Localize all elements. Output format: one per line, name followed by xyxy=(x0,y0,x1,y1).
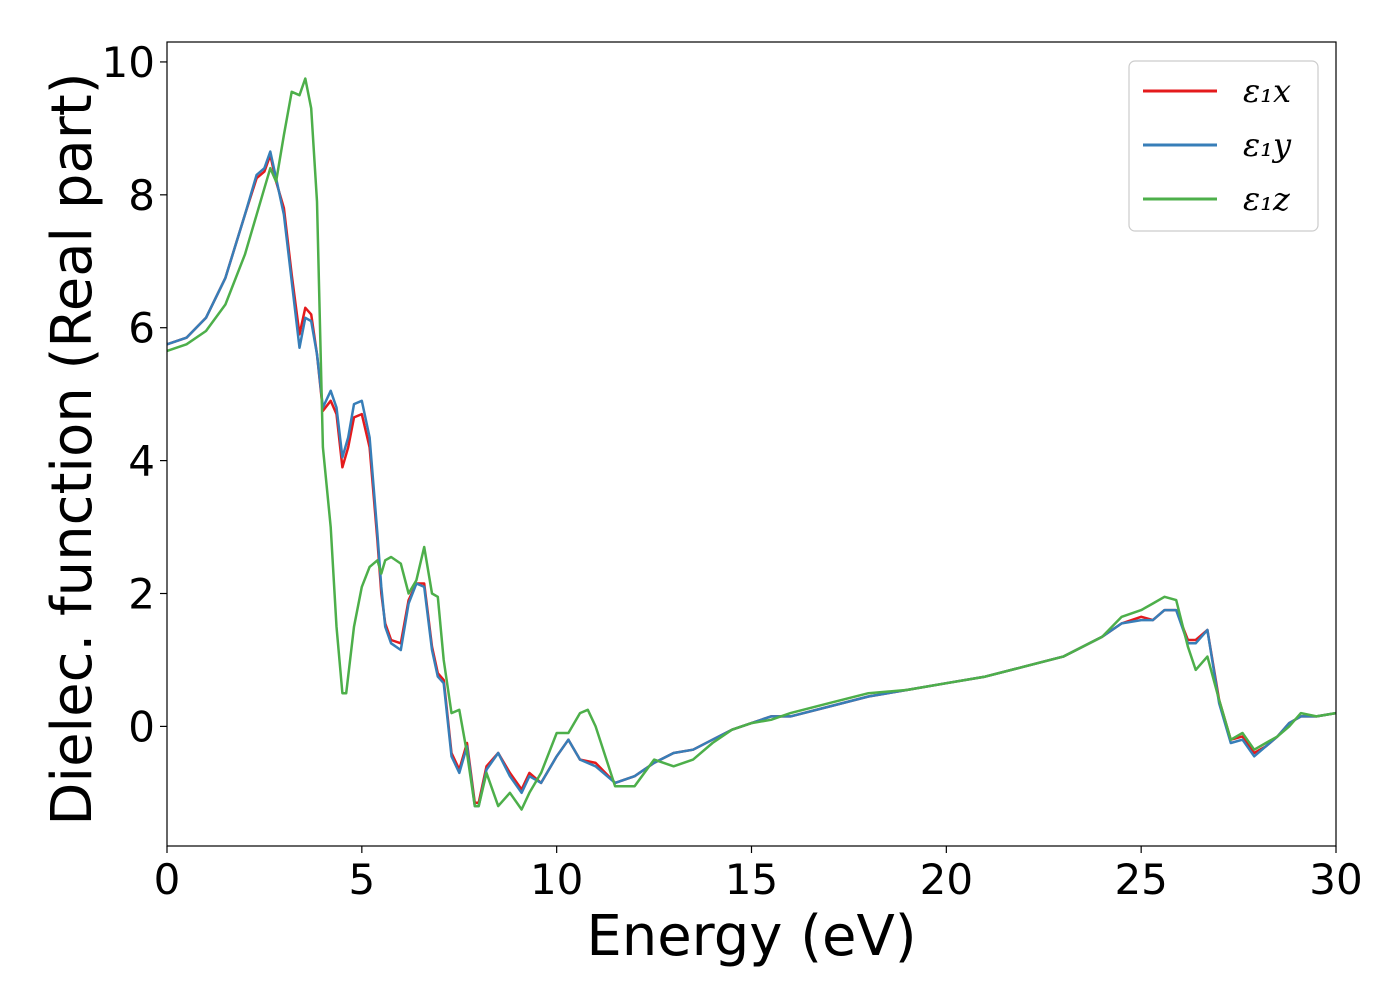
x-tick-label: 25 xyxy=(1114,855,1167,904)
y-axis: 0 2 4 6 8 10 xyxy=(102,38,167,751)
x-tick-label: 20 xyxy=(920,855,973,904)
x-tick-label: 0 xyxy=(154,855,181,904)
legend-items: ε₁x ε₁y ε₁z xyxy=(1143,72,1292,218)
legend-box xyxy=(1128,60,1319,232)
plot-lines xyxy=(167,77,1336,811)
series-line-0 xyxy=(167,153,1336,805)
legend-label-0: ε₁x xyxy=(1243,72,1291,110)
series-line-1 xyxy=(167,150,1336,808)
x-tick-label: 15 xyxy=(725,855,778,904)
x-tick-label: 10 xyxy=(530,855,583,904)
y-tick-label: 4 xyxy=(128,437,155,486)
legend-label-2: ε₁z xyxy=(1243,180,1291,218)
y-axis-title: Dielec. function (Real part) xyxy=(40,72,105,825)
x-axis: 0 5 10 15 20 25 30 xyxy=(154,846,1363,904)
y-tick-label: 2 xyxy=(128,570,155,619)
x-tick-label: 5 xyxy=(348,855,375,904)
x-tick-label: 30 xyxy=(1309,855,1362,904)
series-line-2 xyxy=(167,77,1336,811)
legend-label-1: ε₁y xyxy=(1243,126,1292,164)
y-tick-label: 6 xyxy=(128,304,155,353)
x-axis-title: Energy (eV) xyxy=(586,904,916,969)
legend: ε₁x ε₁y ε₁z xyxy=(1128,60,1319,232)
y-tick-label: 0 xyxy=(128,702,155,751)
y-tick-label: 10 xyxy=(102,38,155,87)
y-tick-label: 8 xyxy=(128,171,155,220)
